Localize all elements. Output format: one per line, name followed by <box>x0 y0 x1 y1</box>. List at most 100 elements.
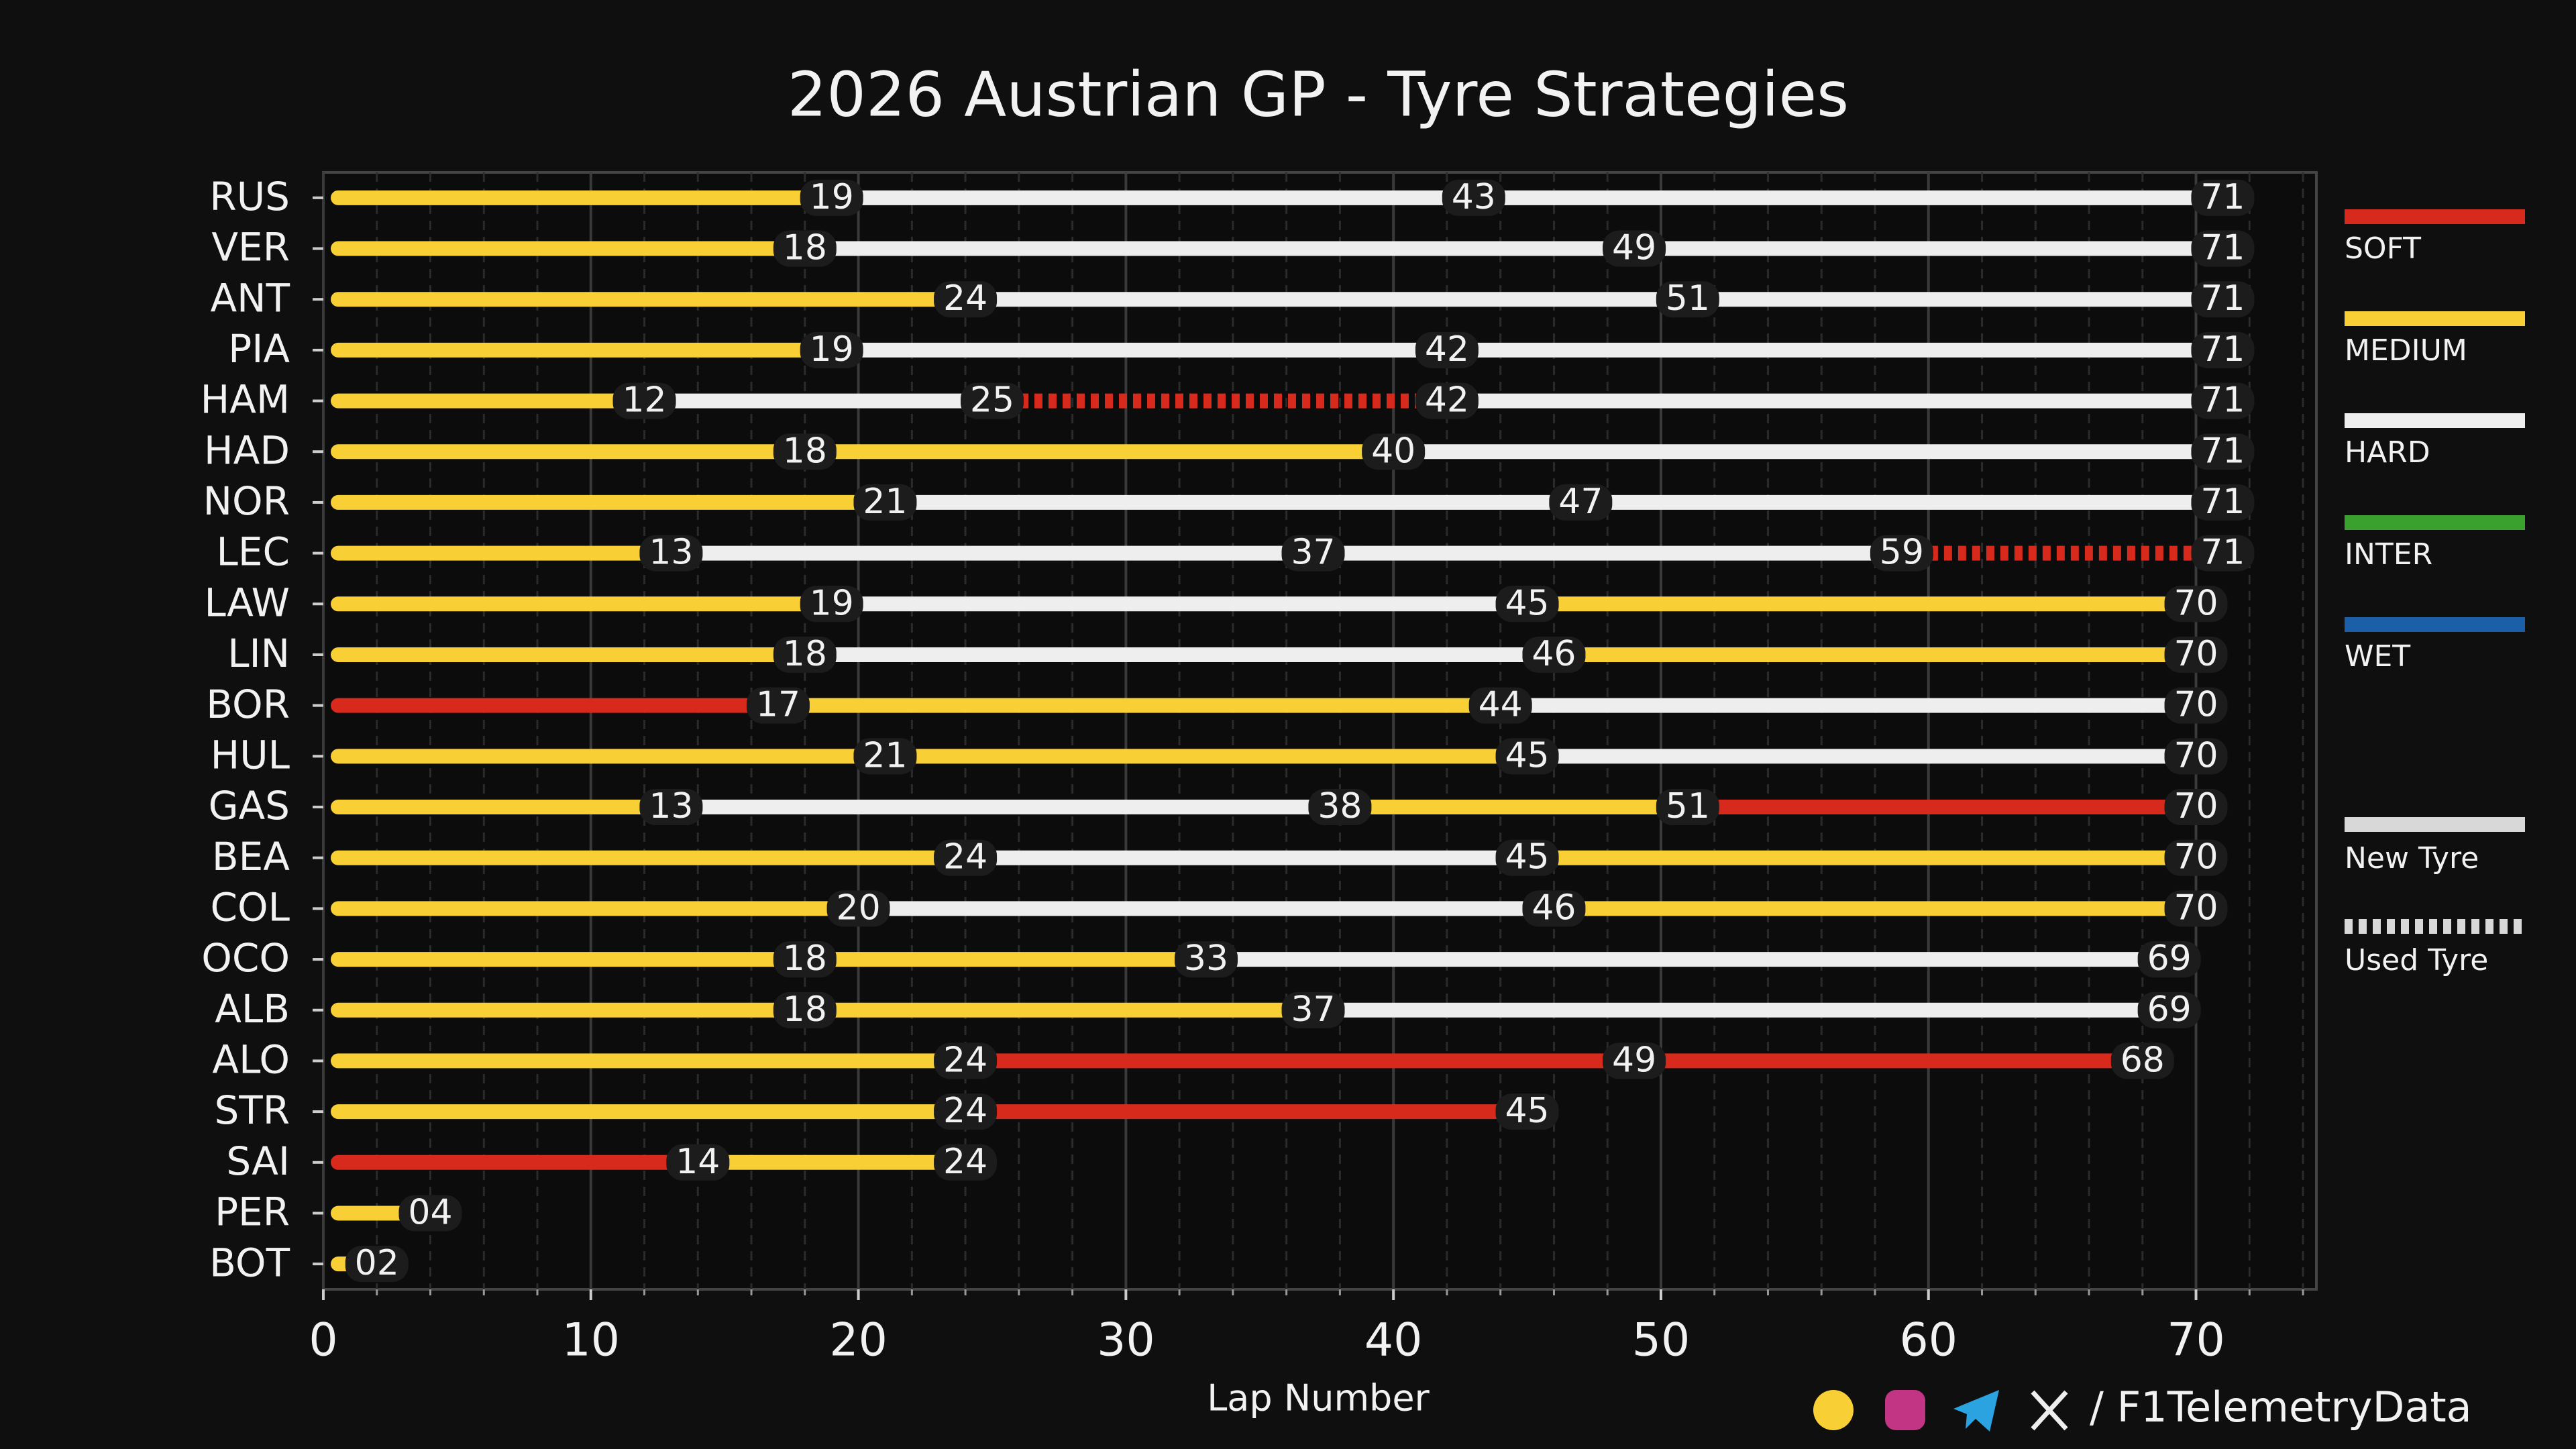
data-label: 47 <box>1558 482 1603 522</box>
label-box <box>2137 991 2201 1028</box>
x-tick-label: 0 <box>309 1314 337 1367</box>
label-box <box>1415 382 1479 419</box>
data-label: 40 <box>1371 431 1415 471</box>
label-box <box>1656 281 1719 318</box>
data-label: 14 <box>676 1142 720 1182</box>
label-box <box>1308 789 1372 826</box>
label-box <box>773 636 837 673</box>
y-tick-label: STR <box>214 1087 290 1133</box>
footer-handle: / F1TelemetryData <box>2090 1383 2472 1432</box>
y-tick-label: PIA <box>228 326 290 372</box>
label-box <box>1281 535 1345 572</box>
label-box <box>2164 789 2228 826</box>
label-box <box>773 991 837 1028</box>
label-box <box>2191 331 2255 368</box>
label-box <box>2164 839 2228 876</box>
data-label: 70 <box>2174 634 2218 674</box>
legend-label: Used Tyre <box>2345 943 2488 977</box>
data-label: 49 <box>1612 228 1656 268</box>
label-box <box>960 382 1024 419</box>
label-box <box>1495 839 1559 876</box>
data-label: 69 <box>2147 938 2192 979</box>
data-label: 44 <box>1479 685 1523 725</box>
label-box <box>2191 484 2255 521</box>
label-box <box>1175 941 1238 978</box>
y-tick-label: NOR <box>203 478 290 524</box>
label-box <box>853 484 917 521</box>
legend-label: INTER <box>2345 537 2432 572</box>
y-tick-label: ALO <box>212 1037 290 1083</box>
x-tick-label: 20 <box>829 1314 888 1367</box>
label-box <box>934 1042 998 1079</box>
data-label: 24 <box>943 1040 987 1080</box>
y-tick-label: LAW <box>205 580 290 625</box>
label-box <box>934 839 998 876</box>
data-label: 13 <box>649 533 693 573</box>
data-label: 19 <box>810 329 854 370</box>
label-box <box>826 890 890 927</box>
data-label: 68 <box>2121 1040 2165 1080</box>
label-box <box>2191 382 2255 419</box>
y-tick-label: HUL <box>211 732 290 777</box>
chart-title: 2026 Austrian GP - Tyre Strategies <box>788 58 1849 130</box>
legend-label: SOFT <box>2345 231 2421 266</box>
legend-label: New Tyre <box>2345 841 2479 875</box>
x-tick-label: 30 <box>1097 1314 1155 1367</box>
data-label: 24 <box>943 1142 987 1182</box>
x-tick-label: 60 <box>1899 1314 1957 1367</box>
data-label: 38 <box>1318 786 1362 826</box>
label-box <box>1522 636 1586 673</box>
data-label: 51 <box>1666 786 1710 826</box>
data-label: 24 <box>943 837 987 877</box>
data-label: 70 <box>2174 786 2218 826</box>
label-box <box>746 687 810 724</box>
y-tick-label: GAS <box>209 783 290 828</box>
y-tick-label: RUS <box>209 174 290 219</box>
label-box <box>1495 1093 1559 1130</box>
y-tick-label: COL <box>211 884 290 930</box>
data-label: 18 <box>783 938 827 979</box>
label-box <box>2191 281 2255 318</box>
data-label: 70 <box>2174 888 2218 928</box>
label-box <box>773 941 837 978</box>
y-tick-label: ALB <box>215 986 290 1032</box>
label-box <box>398 1195 462 1232</box>
label-box <box>2191 535 2255 572</box>
label-box <box>612 382 676 419</box>
data-label: 25 <box>970 380 1014 421</box>
label-box <box>1415 331 1479 368</box>
label-box <box>1495 738 1559 775</box>
data-label: 71 <box>2200 482 2245 522</box>
data-label: 70 <box>2174 735 2218 775</box>
data-label: 46 <box>1532 888 1576 928</box>
data-label: 45 <box>1505 837 1549 877</box>
label-box <box>2137 941 2201 978</box>
y-tick-label: OCO <box>201 935 290 981</box>
label-box <box>773 230 837 267</box>
plot-layer: 0 10 20 30 40 50 60 70 RUS 19 43 71 VER 18 49 71 ANT 24 51… <box>201 172 2525 1367</box>
data-label: 71 <box>2200 177 2245 217</box>
data-label: 20 <box>836 888 880 928</box>
data-label: 49 <box>1612 1040 1656 1080</box>
data-label: 43 <box>1452 177 1496 217</box>
x-tick-label: 40 <box>1364 1314 1423 1367</box>
data-label: 19 <box>810 583 854 623</box>
data-label: 46 <box>1532 634 1576 674</box>
data-label: 42 <box>1425 329 1469 370</box>
data-label: 71 <box>2200 228 2245 268</box>
data-label: 37 <box>1291 989 1335 1030</box>
label-box <box>934 281 998 318</box>
y-tick-label: BOT <box>209 1240 290 1285</box>
label-box <box>639 535 703 572</box>
x-tick-label: 50 <box>1632 1314 1690 1367</box>
data-label: 51 <box>1666 278 1710 319</box>
label-box <box>2164 636 2228 673</box>
y-tick-label: VER <box>211 225 290 270</box>
label-box <box>1522 890 1586 927</box>
x-axis-label: Lap Number <box>1207 1377 1430 1419</box>
y-tick-label: LIN <box>227 631 290 676</box>
plot-area <box>322 171 2318 1291</box>
data-label: 18 <box>783 634 827 674</box>
label-box <box>1603 230 1666 267</box>
